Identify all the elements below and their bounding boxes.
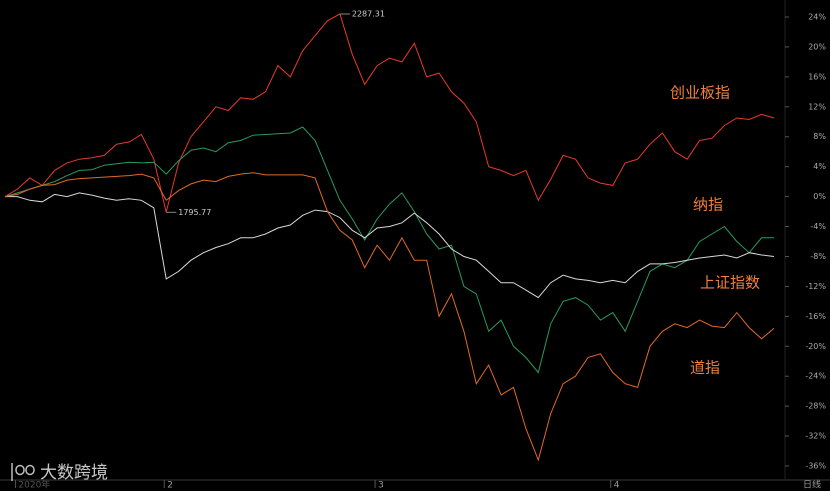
series-label: 纳指 bbox=[693, 196, 723, 214]
x-tick-label: 4 bbox=[614, 481, 620, 491]
annotation: 2287.31 bbox=[352, 10, 385, 19]
x-tick-label: 2020年 bbox=[18, 479, 50, 491]
y-tick-label: -16% bbox=[805, 312, 826, 321]
series-line bbox=[5, 192, 775, 299]
y-tick-label: 12% bbox=[808, 102, 826, 111]
y-tick-label: 16% bbox=[808, 72, 826, 81]
y-tick-label: -32% bbox=[805, 432, 826, 441]
y-tick-label: -12% bbox=[805, 282, 826, 291]
y-tick-label: -20% bbox=[805, 342, 826, 351]
series-line bbox=[4, 172, 775, 462]
y-tick-label: -4% bbox=[810, 222, 826, 231]
watermark-logo bbox=[11, 463, 35, 481]
y-tick-label: -28% bbox=[805, 402, 826, 411]
x-tick-label: 2 bbox=[167, 481, 173, 491]
y-tick-label: -36% bbox=[805, 462, 826, 471]
series-label: 创业板指 bbox=[670, 84, 730, 102]
y-tick-label: 4% bbox=[813, 162, 826, 171]
x-tick-label: 3 bbox=[378, 481, 384, 491]
y-tick-label: 20% bbox=[808, 42, 826, 51]
series-label: 道指 bbox=[690, 359, 720, 377]
y-tick-label: -8% bbox=[810, 252, 826, 261]
period-label: 日线 bbox=[803, 479, 821, 491]
y-tick-label: 24% bbox=[808, 13, 826, 22]
watermark: 大数跨境 bbox=[40, 463, 108, 483]
y-tick-label: 8% bbox=[813, 132, 826, 141]
series-line bbox=[4, 13, 775, 213]
series-line bbox=[4, 126, 774, 374]
y-tick-label: 0% bbox=[813, 192, 826, 201]
series-label: 上证指数 bbox=[700, 274, 760, 292]
y-tick-label: -24% bbox=[805, 372, 826, 381]
annotation: 1795.77 bbox=[178, 208, 211, 217]
